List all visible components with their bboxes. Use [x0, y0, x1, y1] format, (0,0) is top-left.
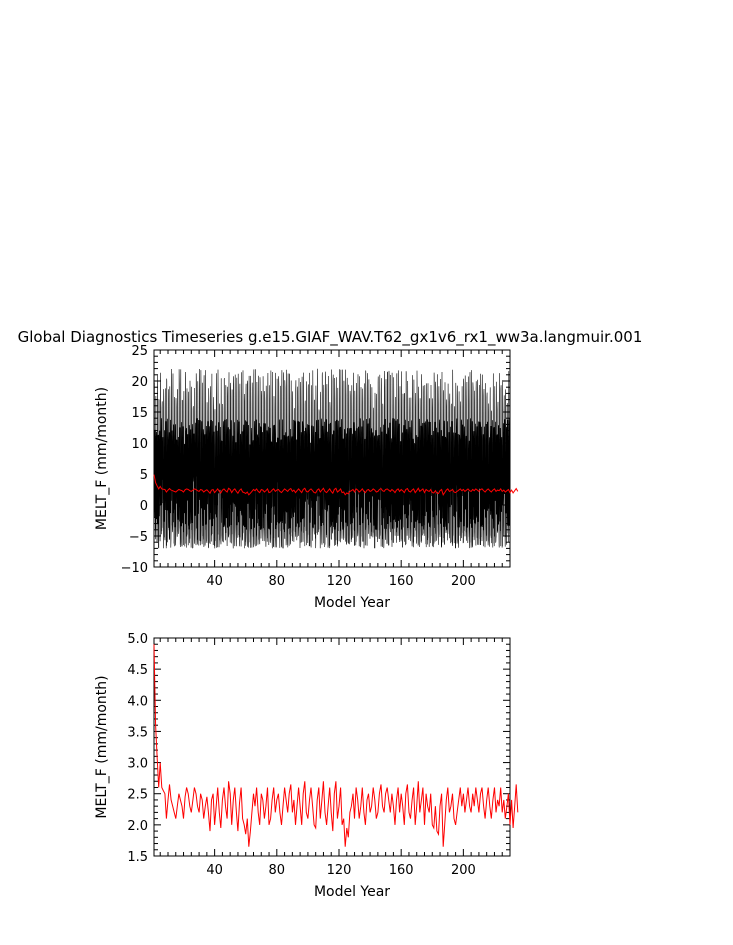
y-tick-label: 15 — [131, 406, 148, 421]
y-tick-label: 0 — [140, 499, 148, 514]
x-tick-label: 120 — [327, 574, 352, 589]
y-tick-label: 20 — [131, 375, 148, 390]
x-tick-label: 200 — [451, 574, 476, 589]
y-tick-label: 10 — [131, 437, 148, 452]
y-tick-label: 4.0 — [127, 694, 148, 709]
x-tick-label: 80 — [269, 574, 286, 589]
x-tick-label: 160 — [389, 863, 414, 878]
y-axis-label: MELT_F (mm/month) — [94, 675, 110, 818]
top-panel: 40 80 120 160 200 −10 −5 0 5 10 15 20 25 Model Year ME… — [94, 344, 519, 611]
y-tick-label: 5 — [140, 468, 148, 483]
x-tick-label: 40 — [206, 574, 223, 589]
y-tick-label: 3.5 — [127, 725, 148, 740]
monthly-series-line — [153, 368, 511, 549]
y-tick-label: 5.0 — [127, 632, 148, 647]
chart-title: Global Diagnostics Timeseries g.e15.GIAF… — [18, 328, 643, 347]
bottom-panel: 40 80 120 160 200 1.5 2.0 2.5 3.0 3.5 4.0 4.5 5.0 Mod… — [94, 632, 519, 900]
x-axis-label: Model Year — [314, 884, 390, 900]
y-tick-label: 2.0 — [127, 819, 148, 834]
y-tick-label: −10 — [121, 561, 148, 576]
x-tick-label: 40 — [206, 863, 223, 878]
y-axis-label: MELT_F (mm/month) — [94, 387, 110, 530]
y-tick-label: 1.5 — [127, 850, 148, 865]
y-tick-label: 2.5 — [127, 788, 148, 803]
x-tick-label: 80 — [269, 863, 286, 878]
plot-frame — [153, 637, 511, 857]
annual-mean-line-top — [153, 474, 519, 496]
x-tick-label: 160 — [389, 574, 414, 589]
y-tick-label: 4.5 — [127, 663, 148, 678]
x-tick-label: 200 — [451, 863, 476, 878]
x-tick-label: 120 — [327, 863, 352, 878]
y-tick-label: 25 — [131, 344, 148, 359]
x-axis-label: Model Year — [314, 595, 390, 611]
y-tick-label: 3.0 — [127, 757, 148, 772]
y-tick-label: −5 — [129, 530, 148, 545]
annual-mean-line — [153, 644, 519, 847]
